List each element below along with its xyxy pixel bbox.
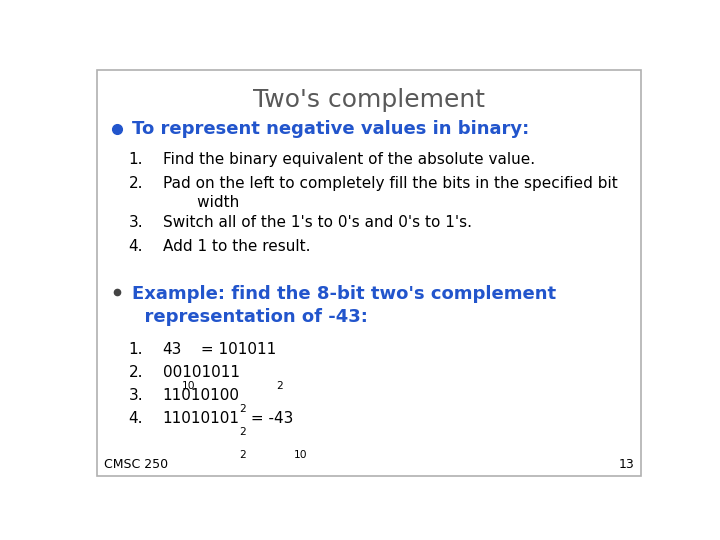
Text: 2: 2 [240,427,246,437]
Text: = -43: = -43 [246,411,294,426]
Text: 2.: 2. [128,176,143,191]
Text: CMSC 250: CMSC 250 [104,458,168,471]
Text: 2.: 2. [128,365,143,380]
Text: 4.: 4. [128,239,143,254]
Text: = 101011: = 101011 [196,342,276,357]
Text: 1.: 1. [128,342,143,357]
Text: 4.: 4. [128,411,143,426]
Text: 2: 2 [276,381,282,391]
Text: 11010101: 11010101 [163,411,240,426]
Text: 43: 43 [163,342,182,357]
Text: Pad on the left to completely fill the bits in the specified bit
       width: Pad on the left to completely fill the b… [163,176,617,210]
Text: 1.: 1. [128,152,143,167]
Text: 3.: 3. [128,215,143,230]
Text: 10: 10 [294,450,307,460]
Text: 2: 2 [240,404,246,414]
Text: To represent negative values in binary:: To represent negative values in binary: [132,120,529,138]
Text: 3.: 3. [128,388,143,403]
Text: Find the binary equivalent of the absolute value.: Find the binary equivalent of the absolu… [163,152,535,167]
Text: 11010100: 11010100 [163,388,240,403]
Text: Add 1 to the result.: Add 1 to the result. [163,239,310,254]
Text: 13: 13 [618,458,634,471]
Text: 2: 2 [240,450,246,460]
FancyBboxPatch shape [96,70,642,476]
Text: Example: find the 8-bit two's complement
  representation of -43:: Example: find the 8-bit two's complement… [132,285,556,326]
Text: Switch all of the 1's to 0's and 0's to 1's.: Switch all of the 1's to 0's and 0's to … [163,215,472,230]
Text: Two's complement: Two's complement [253,87,485,112]
Text: 00101011: 00101011 [163,365,240,380]
Text: 10: 10 [182,381,196,391]
